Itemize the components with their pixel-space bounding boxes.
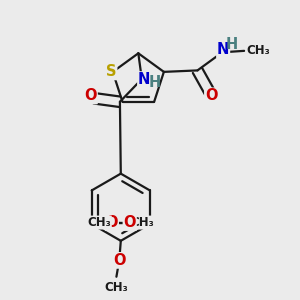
Text: H: H bbox=[226, 37, 238, 52]
Text: CH₃: CH₃ bbox=[88, 216, 111, 229]
Text: O: O bbox=[85, 88, 97, 104]
Text: O: O bbox=[205, 88, 217, 103]
Text: O: O bbox=[124, 215, 136, 230]
Text: O: O bbox=[113, 253, 126, 268]
Text: S: S bbox=[106, 64, 117, 80]
Text: CH₃: CH₃ bbox=[130, 216, 154, 229]
Text: CH₃: CH₃ bbox=[246, 44, 270, 57]
Text: N: N bbox=[138, 72, 150, 87]
Text: H: H bbox=[148, 75, 161, 90]
Text: CH₃: CH₃ bbox=[104, 281, 128, 294]
Text: O: O bbox=[106, 215, 118, 230]
Text: N: N bbox=[217, 43, 230, 58]
